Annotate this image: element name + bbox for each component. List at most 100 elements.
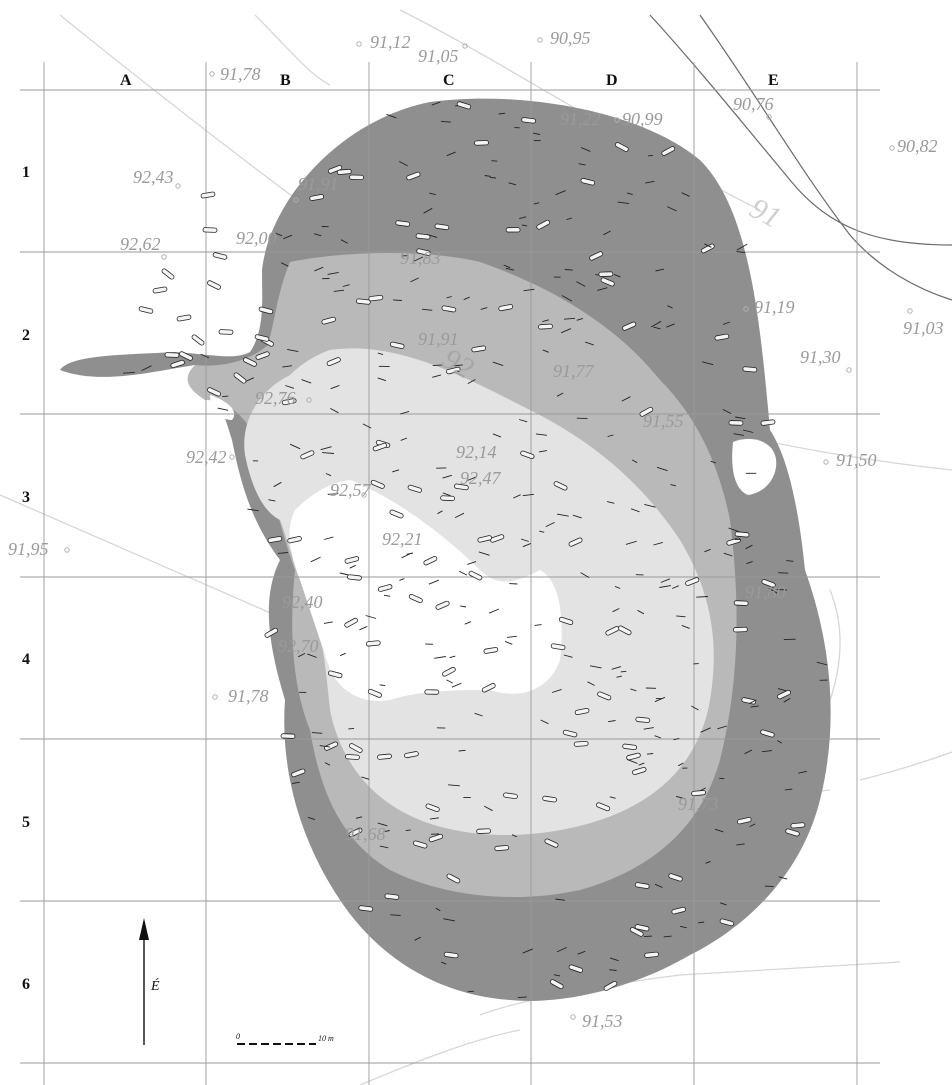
find-marker xyxy=(410,277,419,283)
find-marker xyxy=(722,408,732,415)
find-marker xyxy=(742,429,754,433)
find-marker xyxy=(301,379,312,384)
find-marker xyxy=(506,635,517,638)
find-marker xyxy=(568,537,583,547)
find-marker xyxy=(323,621,333,624)
find-marker xyxy=(435,600,450,610)
find-marker xyxy=(697,921,705,924)
elevation-label: 91,78 xyxy=(228,686,269,706)
find-marker xyxy=(416,248,431,256)
find-marker xyxy=(663,935,672,938)
find-marker xyxy=(704,243,712,248)
find-marker xyxy=(626,752,641,761)
find-marker xyxy=(513,494,521,499)
find-marker xyxy=(620,670,627,673)
find-marker xyxy=(423,207,433,214)
find-marker xyxy=(348,727,355,730)
find-marker xyxy=(282,365,292,368)
elevation-label: 92,40 xyxy=(282,592,323,612)
find-marker xyxy=(790,822,806,829)
find-marker xyxy=(368,294,384,302)
find-marker xyxy=(749,699,757,704)
elevation-labels: 91,12 91,05 90,95 91,78 90,76 91,22 90,9… xyxy=(8,28,944,1031)
find-marker xyxy=(324,741,339,751)
find-marker xyxy=(617,201,630,205)
elevation-label: 92,47 xyxy=(460,468,502,488)
find-marker xyxy=(519,216,527,220)
find-marker xyxy=(283,234,293,240)
find-marker xyxy=(605,626,620,636)
find-marker xyxy=(518,419,528,423)
find-marker xyxy=(745,544,753,550)
find-marker xyxy=(596,802,611,812)
find-marker xyxy=(556,946,567,953)
find-marker xyxy=(492,361,504,367)
find-marker xyxy=(408,593,423,604)
elevation-label: 90,95 xyxy=(550,28,591,48)
find-marker xyxy=(467,561,477,565)
find-marker xyxy=(576,317,584,321)
find-marker xyxy=(589,665,602,669)
elevation-label: 91,91 xyxy=(298,174,339,194)
find-marker xyxy=(816,661,828,666)
find-marker xyxy=(446,873,461,884)
find-marker xyxy=(141,365,152,372)
find-marker xyxy=(327,493,339,495)
elevation-label: 91,55 xyxy=(643,411,684,431)
elevation-label: 91,53 xyxy=(582,1011,623,1031)
find-marker xyxy=(503,792,518,800)
find-marker xyxy=(467,379,476,384)
find-marker xyxy=(580,177,596,186)
find-marker xyxy=(644,503,656,508)
find-marker xyxy=(786,560,794,562)
find-marker xyxy=(563,654,573,658)
column-label-c: C xyxy=(443,72,455,89)
find-marker xyxy=(415,233,431,240)
find-marker xyxy=(446,366,461,375)
find-marker xyxy=(476,828,492,834)
find-marker xyxy=(568,964,583,973)
find-marker xyxy=(307,653,317,658)
find-marker xyxy=(267,536,283,543)
find-marker xyxy=(744,749,753,755)
find-marker xyxy=(297,652,306,658)
find-marker xyxy=(577,950,586,955)
find-marker xyxy=(505,227,521,233)
find-marker xyxy=(542,795,557,803)
find-marker xyxy=(550,643,566,651)
find-marker xyxy=(637,609,645,615)
find-marker xyxy=(626,758,638,764)
find-marker xyxy=(520,538,529,542)
elevation-label: 91,03 xyxy=(903,318,944,338)
find-marker xyxy=(612,608,620,613)
find-marker xyxy=(728,527,740,533)
find-marker xyxy=(483,805,493,812)
find-marker xyxy=(556,392,564,397)
find-marker xyxy=(784,788,793,791)
find-marker xyxy=(704,548,711,553)
find-marker xyxy=(339,572,349,576)
find-marker xyxy=(777,740,783,744)
find-marker xyxy=(247,508,259,512)
find-marker xyxy=(534,624,542,626)
find-marker xyxy=(481,683,496,693)
find-marker xyxy=(313,233,322,237)
find-marker xyxy=(517,996,527,999)
find-marker xyxy=(720,902,727,906)
find-marker xyxy=(320,446,332,451)
find-marker xyxy=(533,202,540,205)
find-marker xyxy=(383,594,391,597)
find-marker xyxy=(152,286,168,294)
find-marker xyxy=(434,656,446,659)
find-marker xyxy=(653,326,661,330)
find-marker xyxy=(742,366,758,373)
find-marker xyxy=(776,588,787,591)
find-marker xyxy=(653,541,663,546)
find-marker xyxy=(322,452,335,454)
elevation-label: 92,70 xyxy=(278,636,319,656)
find-marker xyxy=(621,396,631,402)
find-marker xyxy=(138,306,154,314)
find-marker xyxy=(660,578,671,583)
find-marker xyxy=(750,705,759,708)
find-marker xyxy=(454,483,469,491)
